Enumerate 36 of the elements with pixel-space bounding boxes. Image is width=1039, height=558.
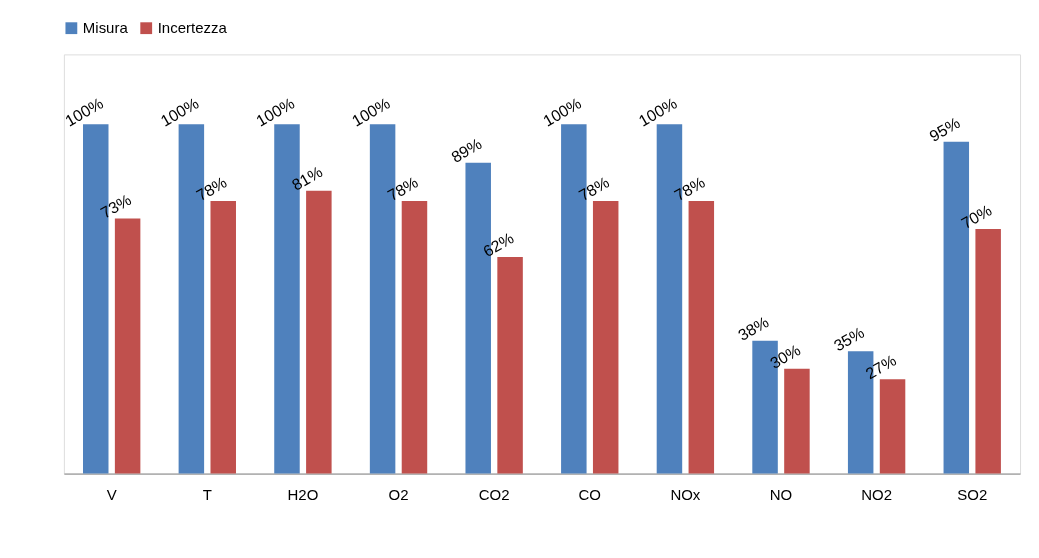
- bar: [497, 257, 523, 474]
- x-tick-label: H2O: [287, 486, 319, 504]
- bar: [975, 229, 1001, 474]
- data-label: 81%: [289, 163, 326, 194]
- bar: [401, 201, 428, 474]
- x-tick-label: O2: [388, 486, 409, 504]
- bar: [306, 190, 332, 474]
- legend-label: Incertezza: [157, 19, 228, 37]
- bar: [114, 218, 141, 474]
- bar: [688, 201, 715, 474]
- x-tick-label: CO2: [478, 486, 510, 504]
- data-label: 73%: [97, 190, 134, 222]
- data-label: 78%: [671, 173, 708, 205]
- bar: [784, 368, 810, 474]
- data-label: 38%: [735, 313, 772, 344]
- data-label: 78%: [384, 173, 421, 205]
- data-label: 95%: [926, 114, 963, 145]
- x-tick-label: NO: [769, 486, 793, 504]
- x-tick-label: NOx: [670, 486, 701, 504]
- data-label: 89%: [448, 135, 485, 166]
- data-label: 62%: [480, 229, 517, 261]
- x-tick-label: SO2: [957, 486, 988, 504]
- data-label: 78%: [575, 173, 613, 205]
- data-label: 70%: [958, 201, 995, 233]
- data-label: 100%: [635, 94, 680, 130]
- data-label: 30%: [767, 341, 804, 372]
- bar: [879, 379, 906, 474]
- bar: [592, 201, 619, 474]
- data-label: 100%: [157, 94, 202, 130]
- x-tick-label: V: [106, 486, 117, 504]
- legend-label: Misura: [82, 19, 129, 37]
- x-tick-label: NO2: [861, 486, 892, 504]
- data-label: 78%: [193, 173, 230, 205]
- x-tick-label: T: [202, 486, 212, 504]
- bar: [210, 201, 236, 474]
- x-tick-label: CO: [578, 486, 601, 504]
